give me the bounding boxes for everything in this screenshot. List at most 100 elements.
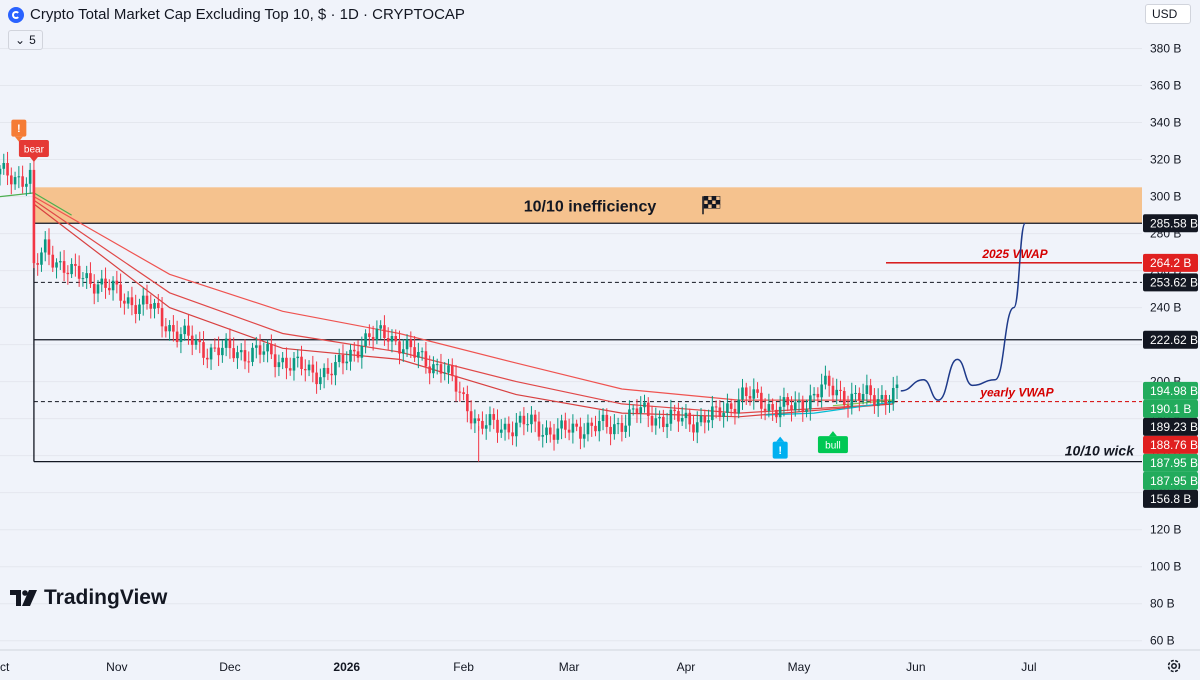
candle-body bbox=[699, 415, 703, 423]
candle-body bbox=[827, 375, 831, 386]
candle bbox=[560, 414, 563, 440]
candle-body bbox=[650, 415, 654, 426]
candle bbox=[722, 401, 725, 428]
candle bbox=[405, 334, 409, 357]
x-tick-label: Jun bbox=[906, 660, 925, 674]
price-label-text: 264.2 B bbox=[1150, 256, 1191, 270]
candle-body bbox=[383, 325, 386, 339]
price-label-bg bbox=[1143, 471, 1198, 490]
signal-text: ! bbox=[17, 123, 21, 135]
price-label: 264.2 B bbox=[1143, 253, 1198, 272]
candle bbox=[296, 349, 300, 368]
candle-body bbox=[752, 389, 756, 399]
candle-body bbox=[209, 347, 213, 360]
candle bbox=[420, 347, 424, 361]
candle-body bbox=[251, 347, 254, 362]
candle-body bbox=[616, 423, 620, 425]
candle bbox=[741, 378, 744, 410]
chart-title[interactable]: Crypto Total Market Cap Excluding Top 10… bbox=[30, 6, 465, 23]
flag-cell bbox=[703, 204, 709, 209]
candle-body bbox=[816, 393, 820, 398]
candle bbox=[669, 399, 673, 431]
candle bbox=[869, 378, 872, 404]
candle bbox=[168, 320, 171, 341]
flag-cell bbox=[711, 196, 717, 201]
candle bbox=[812, 387, 816, 403]
candle-body bbox=[307, 364, 311, 371]
candle-body bbox=[714, 406, 718, 408]
candle-body bbox=[100, 278, 104, 285]
price-label-bg bbox=[1143, 214, 1198, 233]
candle-body bbox=[164, 326, 168, 332]
candle bbox=[865, 374, 869, 405]
candle bbox=[356, 340, 360, 363]
candle bbox=[488, 406, 492, 432]
candle-body bbox=[548, 427, 552, 435]
price-label-bg bbox=[1143, 399, 1198, 418]
candle-body bbox=[270, 343, 273, 355]
candle-body bbox=[613, 424, 616, 435]
candle bbox=[790, 396, 793, 422]
candle-body bbox=[130, 297, 134, 306]
candle bbox=[66, 265, 70, 285]
candle bbox=[831, 377, 835, 403]
candle-body bbox=[141, 295, 145, 305]
candle-body bbox=[711, 406, 714, 421]
candle-body bbox=[609, 426, 612, 435]
candle-body bbox=[409, 339, 413, 348]
candle bbox=[571, 414, 575, 444]
candle-body bbox=[771, 404, 774, 410]
x-tick-label: Oct bbox=[0, 660, 10, 674]
price-label: 190.1 B bbox=[1143, 399, 1198, 418]
indicators-toggle[interactable]: ⌄ 5 bbox=[8, 30, 43, 50]
candle bbox=[17, 166, 21, 189]
candle-body bbox=[296, 356, 300, 359]
candle-body bbox=[466, 394, 469, 412]
candle-body bbox=[564, 420, 567, 430]
candle-body bbox=[778, 406, 782, 418]
candle bbox=[164, 318, 168, 338]
price-labels: 285.58 B 264.2 B 253.62 B 222.62 B 194.98 B 1… bbox=[1143, 214, 1198, 508]
price-label-bg bbox=[1143, 330, 1198, 349]
y-tick-label: 80 B bbox=[1150, 597, 1175, 611]
candle-body bbox=[81, 278, 85, 280]
candle bbox=[59, 251, 62, 270]
tradingview-icon bbox=[10, 590, 37, 606]
candle bbox=[695, 411, 699, 444]
candle bbox=[839, 380, 842, 402]
candle-body bbox=[707, 420, 710, 423]
candle-body bbox=[273, 354, 277, 368]
candle-body bbox=[462, 392, 465, 395]
candle-body bbox=[55, 262, 58, 268]
x-tick-label: Feb bbox=[453, 660, 474, 674]
candle bbox=[684, 403, 688, 429]
candle-body bbox=[503, 423, 507, 430]
zone-label: 10/10 inefficiency bbox=[524, 198, 657, 215]
candle bbox=[624, 414, 627, 439]
candle bbox=[209, 343, 213, 370]
candle-body bbox=[741, 387, 744, 400]
candle bbox=[692, 414, 695, 441]
candle-body bbox=[36, 263, 39, 265]
candle bbox=[43, 231, 47, 262]
candle-body bbox=[635, 408, 639, 414]
candle bbox=[108, 279, 111, 295]
settings-gear-icon[interactable] bbox=[1166, 658, 1182, 674]
candle bbox=[711, 395, 714, 429]
candle bbox=[25, 177, 28, 196]
candle bbox=[586, 414, 590, 442]
candle-body bbox=[801, 400, 805, 412]
candle-body bbox=[447, 365, 450, 373]
candle bbox=[288, 357, 292, 376]
candle bbox=[835, 378, 839, 404]
signal-alert: ! bbox=[11, 119, 27, 142]
candle-body bbox=[247, 361, 251, 363]
time-axis[interactable]: Oct Nov Dec 2026 Feb Mar Apr May Jun Jul bbox=[0, 649, 1200, 674]
candle-body bbox=[217, 347, 220, 356]
currency-select[interactable]: USD bbox=[1145, 4, 1191, 24]
signal-badge bbox=[18, 139, 49, 157]
candle bbox=[827, 370, 831, 397]
candle-body bbox=[533, 414, 537, 422]
tradingview-logo[interactable]: TradingView bbox=[10, 586, 167, 610]
